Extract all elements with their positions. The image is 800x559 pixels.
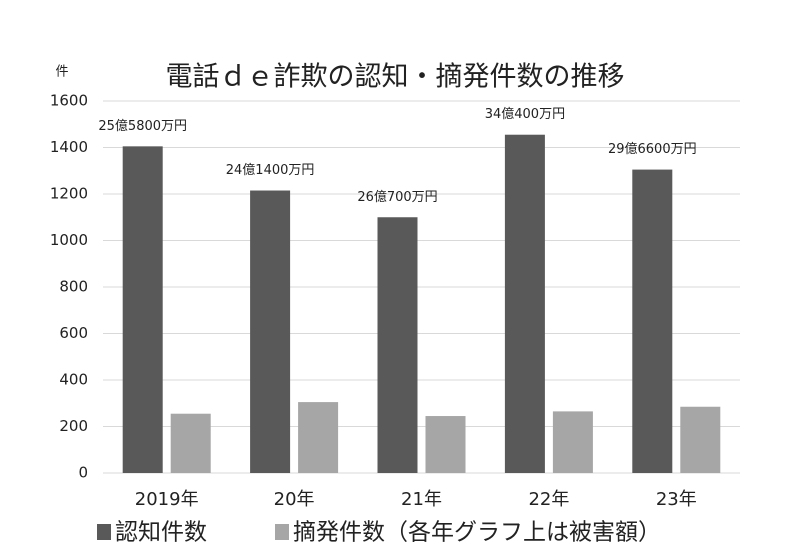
bar [632,169,673,473]
y-tick-label: 1400 [50,138,88,156]
bar-annotation: 29億6600万円 [608,141,697,157]
y-tick-label: 800 [59,278,88,296]
bar-annotation: 26億700万円 [357,189,437,205]
y-unit: 件 [55,65,68,80]
bar [298,402,339,473]
legend-label: 認知件数 [115,520,207,546]
bar [425,416,466,473]
legend-swatch [275,524,289,540]
y-tick-label: 200 [59,417,88,435]
x-tick-label: 22年 [528,489,569,510]
legend-swatch [97,524,111,540]
y-tick-label: 1200 [50,185,88,203]
bar-annotation: 34億400万円 [485,106,565,122]
x-tick-label: 21年 [401,489,442,510]
bar-annotation: 24億1400万円 [226,162,315,178]
bar [680,406,721,473]
y-tick-label: 600 [59,324,88,342]
bar [250,190,291,473]
y-tick-label: 400 [59,371,88,389]
x-tick-label: 20年 [274,489,315,510]
y-tick-label: 0 [78,464,88,482]
x-tick-label: 2019年 [135,489,199,510]
bar [504,134,545,473]
bar [377,217,418,473]
x-tick-label: 23年 [656,489,697,510]
chart-title: 電話ｄｅ詐欺の認知・摘発件数の推移 [166,62,625,93]
y-tick-label: 1600 [50,92,88,110]
bar-annotation: 25億5800万円 [98,118,187,134]
legend-label: 摘発件数（各年グラフ上は被害額） [293,520,661,546]
bar [170,413,211,473]
bar [552,411,593,473]
bar [122,146,163,473]
y-tick-label: 1000 [50,231,88,249]
